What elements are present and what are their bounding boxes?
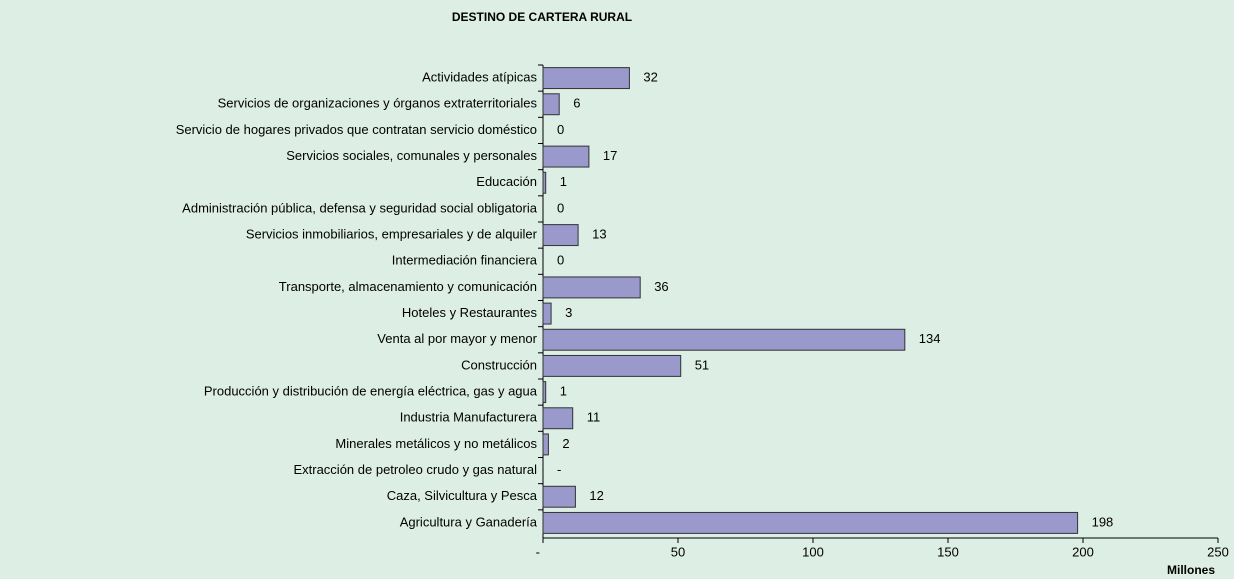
bar xyxy=(542,171,547,194)
value-label: - xyxy=(557,462,561,477)
y-tick-label: Caza, Silvicultura y Pesca xyxy=(387,488,538,503)
bar xyxy=(542,145,590,168)
value-label: 0 xyxy=(557,253,564,268)
y-tick-label: Industria Manufacturera xyxy=(400,410,538,425)
x-tick-label: 100 xyxy=(802,544,824,559)
y-tick-label: Servicio de hogares privados que contrat… xyxy=(176,122,537,137)
value-label: 51 xyxy=(695,357,709,372)
value-label: 134 xyxy=(919,331,941,346)
x-tick-label: - xyxy=(536,544,540,559)
value-label: 12 xyxy=(589,488,603,503)
y-tick-label: Servicios de organizaciones y órganos ex… xyxy=(218,96,538,111)
y-tick-label: Actividades atípicas xyxy=(422,70,537,85)
value-label: 0 xyxy=(557,200,564,215)
y-tick-label: Hoteles y Restaurantes xyxy=(402,305,538,320)
y-tick-label: Intermediación financiera xyxy=(392,253,538,268)
y-tick-label: Servicios inmobiliarios, empresariales y… xyxy=(246,227,538,242)
bar xyxy=(542,67,630,90)
y-tick-label: Minerales metálicos y no metálicos xyxy=(335,436,537,451)
bar xyxy=(542,276,641,299)
y-tick-label: Venta al por mayor y menor xyxy=(377,331,537,346)
value-label: 198 xyxy=(1092,514,1114,529)
y-tick-label: Transporte, almacenamiento y comunicació… xyxy=(279,279,537,294)
value-label: 1 xyxy=(560,384,567,399)
x-axis-label: Millones xyxy=(1167,563,1215,577)
x-tick-label: 200 xyxy=(1072,544,1094,559)
bar xyxy=(542,511,1079,534)
y-tick-label: Servicios sociales, comunales y personal… xyxy=(286,148,537,163)
x-tick-label: 150 xyxy=(937,544,959,559)
bar xyxy=(542,354,682,377)
chart-title: DESTINO DE CARTERA RURAL xyxy=(452,10,632,24)
bar xyxy=(542,485,576,508)
value-label: 36 xyxy=(654,279,668,294)
value-label: 13 xyxy=(592,227,606,242)
y-tick-label: Construcción xyxy=(461,357,537,372)
y-tick-label: Agricultura y Ganadería xyxy=(400,514,538,529)
value-label: 3 xyxy=(565,305,572,320)
value-label: 0 xyxy=(557,122,564,137)
value-label: 32 xyxy=(643,70,657,85)
value-label: 17 xyxy=(603,148,617,163)
bar xyxy=(542,302,552,325)
bar xyxy=(542,433,549,456)
y-tick-label: Extracción de petroleo crudo y gas natur… xyxy=(293,462,537,477)
bar xyxy=(542,381,547,404)
y-tick-label: Educación xyxy=(476,174,537,189)
bar xyxy=(542,224,579,247)
bar xyxy=(542,407,574,430)
y-tick-label: Administración pública, defensa y seguri… xyxy=(182,200,538,215)
value-label: 2 xyxy=(562,436,569,451)
value-label: 6 xyxy=(573,96,580,111)
y-tick-label: Producción y distribución de energía elé… xyxy=(204,384,538,399)
x-tick-label: 50 xyxy=(671,544,685,559)
value-label: 11 xyxy=(587,410,601,425)
value-label: 1 xyxy=(560,174,567,189)
bar xyxy=(542,328,906,351)
x-tick-label: 250 xyxy=(1207,544,1229,559)
bar xyxy=(542,93,560,116)
